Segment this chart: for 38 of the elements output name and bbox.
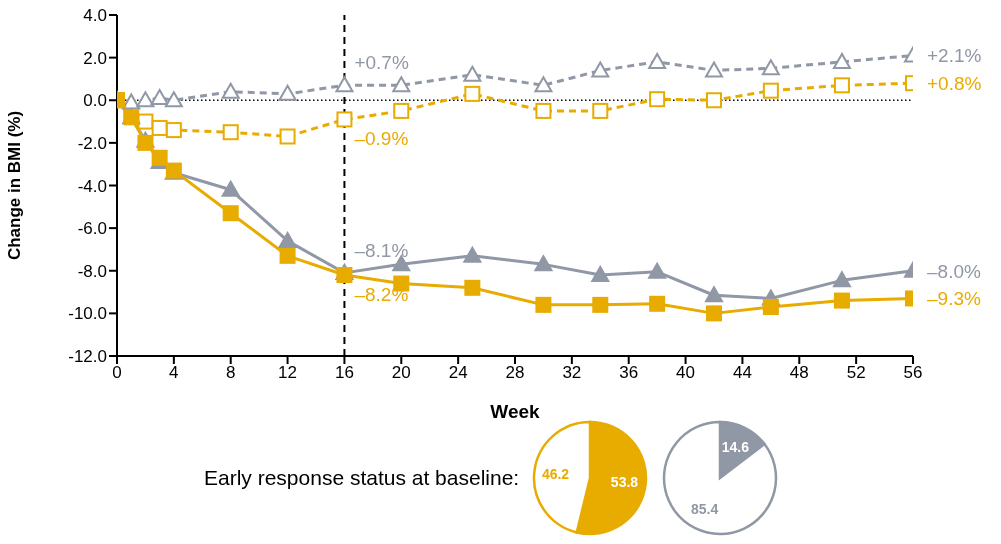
x-tick-label: 0 <box>112 363 122 383</box>
x-axis-title: Week <box>490 401 541 422</box>
data-label: +2.1% <box>927 45 982 67</box>
x-tick-label: 8 <box>225 363 236 383</box>
x-tick-label: 44 <box>732 363 752 383</box>
x-tick-label: 28 <box>505 363 525 383</box>
y-tick-label: -6.0 <box>77 219 107 239</box>
x-tick-label: 4 <box>169 363 179 383</box>
text: Early response status at baseline: <box>204 466 520 490</box>
y-tick-label: -10.0 <box>68 304 107 324</box>
y-tick-label: -2.0 <box>77 133 107 153</box>
y-axis-title: Change in BMI (%) <box>5 110 25 261</box>
x-tick-label: 24 <box>448 363 468 383</box>
data-label: –9.3% <box>927 288 981 310</box>
data-label: +0.7% <box>354 52 409 74</box>
data-label: 53.8 <box>611 474 639 491</box>
x-tick-label: 12 <box>278 363 298 383</box>
x-tick-label: 52 <box>846 363 866 383</box>
y-tick-label: -8.0 <box>77 261 107 281</box>
x-tick-label: 56 <box>903 363 923 383</box>
x-tick-label: 32 <box>562 363 582 383</box>
x-tick-label: 48 <box>789 363 809 383</box>
data-label: –8.0% <box>927 260 981 282</box>
x-tick-label: 36 <box>619 363 639 383</box>
y-tick-label: 0.0 <box>83 91 107 111</box>
x-tick-label: 16 <box>334 363 354 383</box>
x-tick-label: 20 <box>391 363 411 383</box>
y-tick-label: 4.0 <box>83 6 107 26</box>
data-label: –0.9% <box>354 128 409 150</box>
x-tick-label: 40 <box>676 363 696 383</box>
data-label: 85.4 <box>691 501 719 518</box>
y-tick-label: -12.0 <box>68 347 107 367</box>
data-label: –8.1% <box>354 239 409 261</box>
data-label: 46.2 <box>542 465 570 482</box>
data-label: +0.8% <box>927 73 982 95</box>
data-label: 14.6 <box>721 438 750 455</box>
y-tick-label: -4.0 <box>77 176 107 196</box>
y-tick-label: 2.0 <box>83 48 107 68</box>
